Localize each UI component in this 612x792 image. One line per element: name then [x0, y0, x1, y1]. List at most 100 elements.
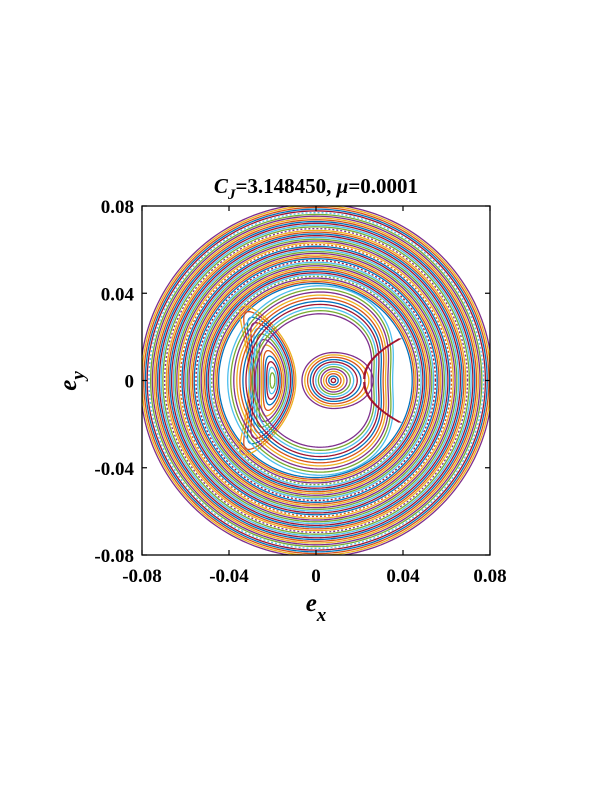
- crescent-island-trajectory: [267, 366, 278, 395]
- circulating-trajectory: [191, 256, 440, 505]
- circulating-trajectory: [142, 206, 490, 555]
- circulating-trajectory: [202, 266, 429, 495]
- title-rest-b: =0.0001: [348, 174, 418, 198]
- circulating-trajectory: [142, 206, 490, 555]
- inner-island-trajectory: [317, 365, 351, 396]
- y-axis-label-main: e: [55, 380, 82, 391]
- circulating-trajectory: [200, 265, 431, 496]
- wrapping-trajectory: [242, 300, 382, 461]
- wrapping-trajectory: [251, 310, 375, 451]
- circulating-trajectory: [198, 263, 433, 498]
- y-tick-label: 0.08: [101, 197, 134, 218]
- inner-island-trajectory: [325, 373, 342, 388]
- inner-island-trajectory: [304, 354, 370, 407]
- circulating-trajectory: [160, 224, 472, 537]
- circulating-trajectory: [179, 243, 453, 518]
- circulating-trajectory: [190, 254, 442, 507]
- circulating-trajectory: [186, 250, 446, 511]
- x-tick-label: -0.08: [122, 566, 162, 587]
- crescent-island-trajectory: [258, 338, 287, 423]
- inner-island-trajectory: [301, 351, 374, 410]
- circulating-trajectory: [207, 272, 424, 489]
- circulating-trajectory: [146, 210, 487, 551]
- circulating-trajectory: [165, 229, 467, 532]
- circulating-trajectory: [214, 279, 417, 482]
- circulating-trajectory: [158, 222, 474, 539]
- circulating-trajectory: [212, 277, 419, 484]
- wrapping-trajectory: [239, 297, 385, 464]
- wrapping-trajectory: [254, 313, 373, 448]
- crescent-island-trajectory: [262, 349, 283, 412]
- x-tick-label: 0: [311, 566, 321, 587]
- circulating-trajectory: [181, 245, 451, 516]
- circulating-trajectory: [163, 227, 469, 534]
- separatrix-branch: [363, 382, 403, 423]
- crescent-island-trajectory: [256, 333, 288, 428]
- y-tick-label: 0.04: [101, 284, 135, 305]
- y-tick-label: 0: [125, 372, 135, 393]
- circulating-trajectory: [217, 282, 413, 479]
- crescent-island-trajectory: [269, 372, 276, 389]
- circulating-trajectory: [216, 281, 415, 480]
- y-axis-label-sub: y: [68, 371, 89, 382]
- circulating-trajectory: [162, 226, 470, 535]
- circulating-trajectory: [183, 247, 449, 514]
- y-axis-label: ey: [55, 371, 89, 391]
- inner-island-trajectory: [330, 377, 337, 384]
- title-var-sub: J: [227, 187, 236, 203]
- circulating-trajectory: [148, 212, 485, 549]
- x-axis-label-sub: x: [316, 605, 327, 626]
- circulating-trajectory: [176, 240, 456, 521]
- circulating-trajectory: [188, 252, 444, 509]
- chart-title: CJ=3.148450, μ=0.0001: [214, 174, 418, 203]
- inner-island-trajectory: [312, 361, 358, 400]
- circulating-trajectory: [209, 273, 422, 488]
- plot-area: [142, 206, 490, 555]
- inner-island-trajectory: [328, 375, 339, 386]
- inner-island-trajectory: [309, 358, 362, 403]
- title-param: μ: [336, 174, 349, 198]
- circulating-trajectory: [172, 236, 460, 525]
- circulating-trajectory: [204, 268, 428, 493]
- inner-island-trajectory: [315, 363, 355, 398]
- circulating-trajectory: [197, 261, 435, 500]
- circulating-trajectory: [151, 215, 481, 546]
- crescent-island-trajectory: [265, 361, 280, 400]
- x-tick-label: 0.08: [473, 566, 506, 587]
- circulating-trajectory: [153, 217, 479, 544]
- x-axis-label-main: e: [306, 590, 317, 617]
- circulating-trajectory: [150, 213, 483, 548]
- wrapping-trajectory: [227, 285, 394, 476]
- wrapping-trajectory: [233, 291, 390, 470]
- wrapping-trajectory: [245, 303, 380, 458]
- crescent-island-trajectory: [260, 344, 285, 417]
- circulating-trajectory: [184, 249, 447, 512]
- crescent-island-trajectory: [264, 355, 281, 406]
- wrapping-trajectory: [230, 288, 392, 473]
- circulating-trajectory: [167, 231, 465, 530]
- x-tick-label: -0.04: [209, 566, 249, 587]
- x-axis-label: ex: [306, 590, 327, 626]
- circulating-trajectory: [193, 258, 438, 503]
- circulating-trajectory: [177, 242, 454, 519]
- tick-layer: -0.08 -0.04 0 0.04 0.08 -0.08 -0.04 0 0.04 0.08: [94, 197, 506, 587]
- y-tick-label: -0.04: [94, 459, 134, 480]
- y-tick-label: -0.08: [94, 546, 134, 567]
- circulating-trajectory: [169, 233, 463, 528]
- wrapping-trajectory: [248, 306, 378, 455]
- circulating-trajectory: [170, 235, 462, 526]
- crescent-island-trajectory: [253, 327, 290, 434]
- circulating-trajectory: [205, 270, 426, 491]
- circulating-trajectory: [156, 220, 476, 541]
- title-rest-a: =3.148450,: [235, 174, 336, 198]
- x-tick-label: 0.04: [386, 566, 420, 587]
- inner-island-trajectory: [320, 368, 348, 393]
- circulating-trajectory: [174, 238, 458, 523]
- wrapping-trajectory: [236, 294, 387, 467]
- circulating-trajectory: [155, 219, 478, 542]
- circulating-trajectory: [195, 259, 437, 502]
- trajectory-layer: [142, 206, 490, 555]
- separatrix-branch: [363, 338, 403, 379]
- inner-island-trajectory: [306, 356, 366, 405]
